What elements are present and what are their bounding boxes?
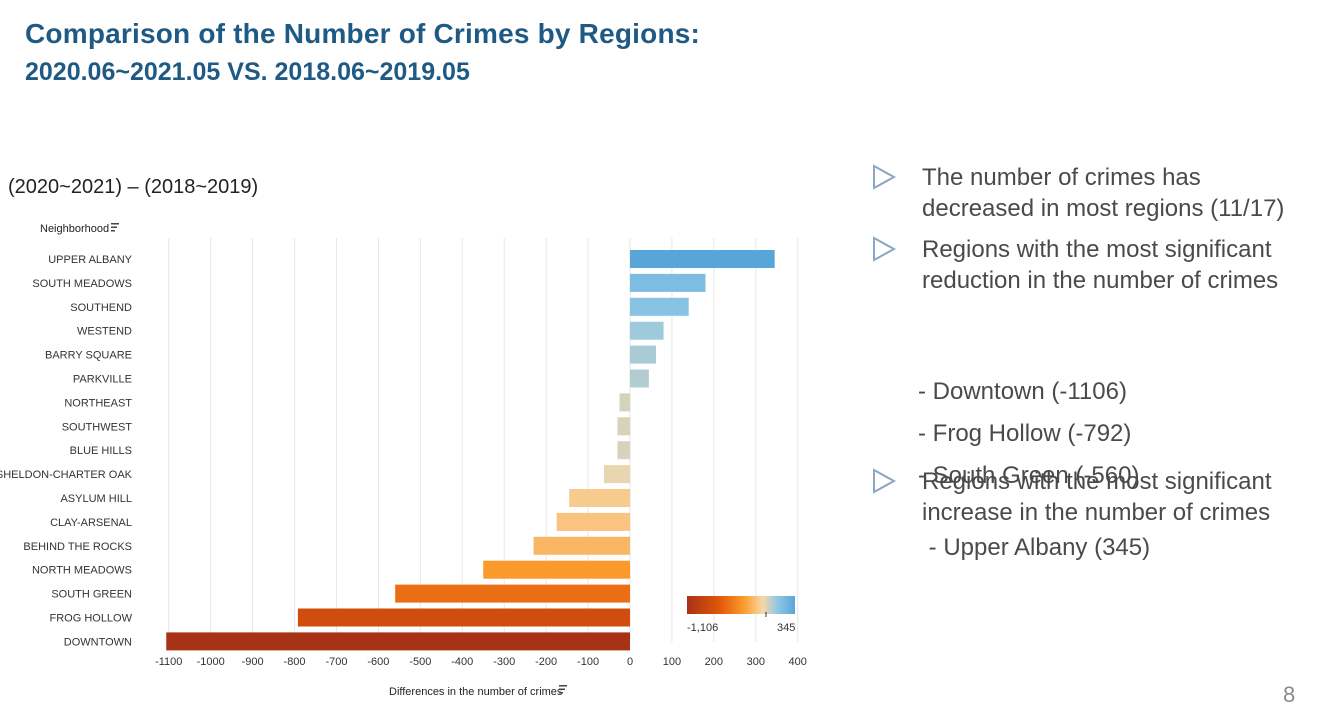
category-label: UPPER ALBANY	[48, 254, 132, 266]
bullet-text: Regions with the most significant increas…	[922, 466, 1272, 528]
slide-title: Comparison of the Number of Crimes by Re…	[25, 18, 701, 49]
slide-subtitle: 2020.06~2021.05 VS. 2018.06~2019.05	[25, 58, 470, 86]
bullet-line: decreased in most regions (11/17)	[922, 195, 1285, 222]
category-label: DOWNTOWN	[64, 636, 132, 648]
bullet-line: The number of crimes has	[922, 164, 1201, 191]
category-label: WESTEND	[77, 326, 132, 338]
page-number: 8	[1283, 682, 1296, 707]
bar[interactable]	[533, 536, 630, 555]
bullet-line: Regions with the most significant	[922, 236, 1272, 263]
color-legend-min: -1,106	[687, 622, 718, 634]
bar[interactable]	[619, 393, 630, 412]
category-label: SOUTH MEADOWS	[32, 278, 132, 290]
x-tick-label: -800	[284, 656, 306, 668]
bar[interactable]	[630, 369, 649, 388]
x-tick-label: 200	[705, 656, 723, 668]
bar[interactable]	[395, 584, 630, 603]
y-axis-label: Neighborhood	[40, 223, 109, 235]
chart-title: (2020~2021) – (2018~2019)	[8, 176, 258, 198]
bar[interactable]	[630, 273, 706, 292]
sort-icon[interactable]	[559, 685, 567, 694]
category-label: CLAY-ARSENAL	[50, 517, 132, 529]
category-label: BARRY SQUARE	[45, 350, 132, 362]
bar[interactable]	[483, 560, 630, 579]
y-axis-header: Neighborhood	[40, 223, 119, 235]
bullet-line: increase in the number of crimes	[922, 499, 1271, 526]
x-tick-label: -400	[451, 656, 473, 668]
color-legend-max: 345	[777, 622, 795, 634]
bar[interactable]	[569, 489, 630, 507]
category-label: SHELDON-CHARTER OAK	[0, 469, 133, 481]
bar[interactable]	[297, 608, 630, 627]
x-axis-header: Differences in the number of crimes	[389, 685, 567, 698]
bullet-line: reduction in the number of crimes	[922, 267, 1279, 294]
category-labels: UPPER ALBANY SOUTH MEADOWS SOUTHEND WESTEND…	[0, 254, 133, 648]
category-label: PARKVILLE	[73, 374, 132, 386]
x-axis-ticks: -1100 -1000 -900 -800 -700 -600 -500 -400 -300 -2…	[155, 656, 807, 668]
bar-chart: (2020~2021) – (2018~2019) Neighborhood U…	[0, 176, 807, 698]
category-label: BLUE HILLS	[70, 445, 132, 457]
bar[interactable]	[617, 417, 630, 436]
x-tick-label: 100	[663, 656, 681, 668]
x-tick-label: -600	[367, 656, 389, 668]
triangle-right-icon	[873, 164, 896, 190]
x-tick-label: -100	[577, 656, 599, 668]
sort-icon[interactable]	[111, 223, 119, 232]
color-legend: -1,106 345	[687, 596, 795, 634]
bars	[166, 250, 775, 651]
category-label: BEHIND THE ROCKS	[23, 541, 132, 553]
bullet-subitem: - Upper Albany (345)	[922, 534, 1151, 561]
x-axis-label: Differences in the number of crimes	[389, 686, 563, 698]
category-label: NORTHEAST	[64, 397, 132, 409]
bar[interactable]	[604, 465, 630, 484]
category-label: SOUTH GREEN	[51, 589, 132, 601]
category-label: SOUTHWEST	[62, 421, 133, 433]
bullet-subitem: - South Green (-560)	[918, 462, 1140, 489]
x-tick-label: 0	[627, 656, 633, 668]
x-tick-label: 300	[747, 656, 765, 668]
category-label: FROG HOLLOW	[49, 613, 132, 625]
bullet-subitem: - Frog Hollow (-792)	[918, 420, 1132, 447]
x-tick-label: -1000	[197, 656, 225, 668]
bullet-subitem: - Downtown (-1106)	[918, 378, 1127, 405]
x-tick-label: 400	[789, 656, 807, 668]
x-tick-label: -200	[535, 656, 557, 668]
category-label: SOUTHEND	[70, 302, 132, 314]
triangle-right-icon	[873, 468, 896, 494]
bar[interactable]	[630, 250, 775, 268]
bar[interactable]	[617, 441, 630, 460]
x-tick-label: -500	[409, 656, 431, 668]
bar[interactable]	[630, 345, 656, 364]
triangle-right-icon	[873, 236, 896, 262]
x-tick-label: -300	[493, 656, 515, 668]
bullet-text: Regions with the most significant reducti…	[922, 234, 1278, 296]
bar[interactable]	[630, 321, 664, 340]
category-label: ASYLUM HILL	[60, 493, 132, 505]
bullet-line: Regions with the most significant	[922, 468, 1272, 495]
x-tick-label: -700	[325, 656, 347, 668]
grid-lines	[168, 238, 799, 642]
bar[interactable]	[556, 512, 630, 531]
category-label: NORTH MEADOWS	[32, 565, 132, 577]
bar[interactable]	[630, 297, 689, 316]
color-legend-bar	[687, 596, 795, 614]
bullet-text: The number of crimes has decreased in mos…	[922, 162, 1284, 224]
x-tick-label: -900	[242, 656, 264, 668]
bar[interactable]	[166, 632, 630, 651]
x-tick-label: -1100	[155, 656, 182, 668]
